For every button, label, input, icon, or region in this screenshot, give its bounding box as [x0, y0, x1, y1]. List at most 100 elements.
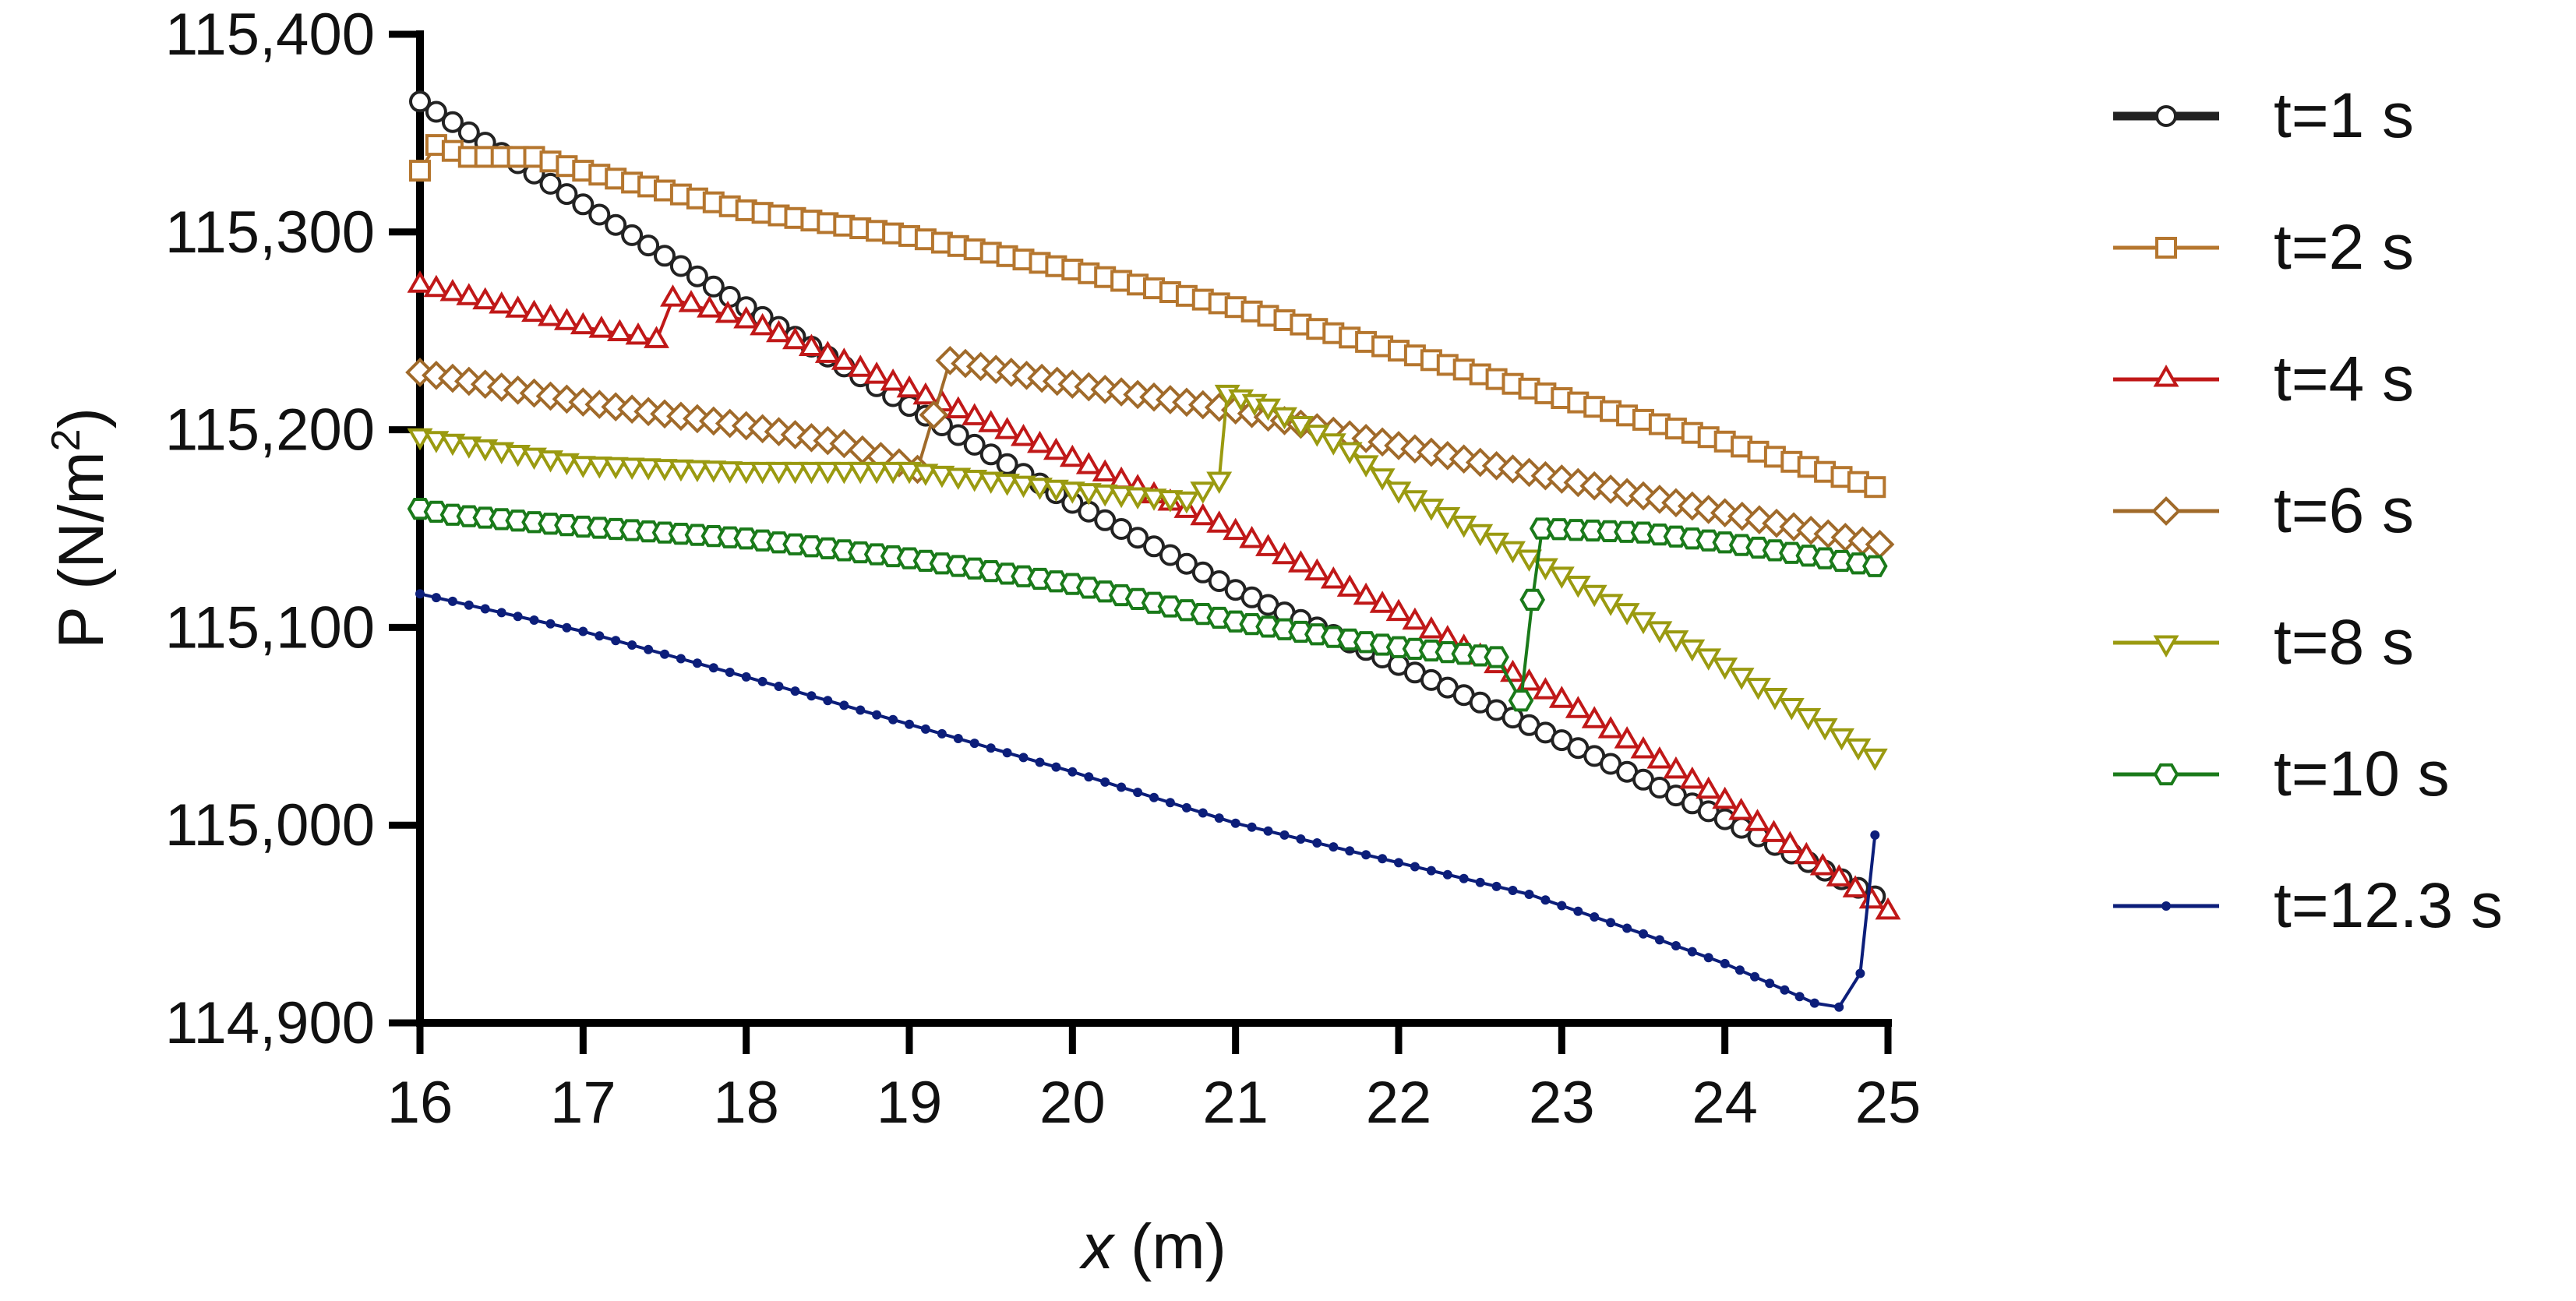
data-point	[1508, 689, 1534, 712]
data-point	[1687, 947, 1697, 957]
data-point	[1141, 488, 1167, 511]
data-point	[1546, 518, 1572, 541]
data-point	[831, 347, 857, 370]
data-point	[1842, 875, 1868, 897]
data-point	[715, 300, 741, 323]
data-point	[782, 326, 808, 350]
x-tick-label: 21	[1202, 1070, 1269, 1136]
legend-label: t=2 s	[2274, 212, 2414, 283]
data-point	[644, 644, 654, 654]
data-point	[880, 461, 906, 485]
data-point	[1198, 808, 1208, 818]
data-point	[929, 465, 955, 488]
x-tick-label: 22	[1366, 1070, 1432, 1136]
data-point	[1011, 475, 1036, 499]
y-tick-label: 115,100	[165, 594, 375, 661]
data-point	[1133, 788, 1143, 798]
data-point	[627, 640, 637, 650]
data-point	[919, 400, 949, 430]
x-tick-label: 24	[1692, 1070, 1758, 1136]
data-point	[1442, 869, 1452, 880]
data-point	[1548, 686, 1575, 708]
data-point	[896, 375, 923, 398]
series-layer	[405, 90, 1901, 1012]
data-point	[1190, 481, 1216, 504]
x-tick-label: 17	[550, 1070, 616, 1136]
data-point	[1353, 582, 1379, 605]
data-point	[1027, 430, 1053, 453]
data-point	[920, 724, 930, 734]
data-point	[1614, 726, 1640, 749]
data-point	[1165, 798, 1175, 808]
data-point	[1597, 520, 1623, 543]
data-point	[702, 275, 725, 298]
data-point	[863, 461, 890, 485]
data-point	[1875, 897, 1901, 920]
x-tick-label: 23	[1529, 1070, 1595, 1136]
data-point	[595, 631, 605, 641]
series-3	[407, 270, 1901, 920]
data-point	[602, 517, 629, 541]
data-point	[1484, 646, 1509, 668]
data-point	[619, 457, 645, 481]
data-point	[521, 511, 547, 534]
series-7	[415, 589, 1880, 1012]
data-point	[708, 663, 718, 673]
data-point	[1075, 452, 1102, 474]
y-ticks: 114,900 115,000 115,100 115,200 115,300 115,4…	[165, 2, 420, 1056]
data-point	[994, 417, 1021, 439]
data-point	[1353, 455, 1379, 478]
data-point	[1051, 762, 1061, 772]
data-point	[472, 439, 499, 462]
data-point	[823, 696, 833, 706]
data-point	[1336, 442, 1363, 465]
data-point	[1826, 864, 1852, 887]
data-point	[409, 160, 431, 182]
data-point	[1524, 890, 1534, 899]
data-point	[790, 686, 800, 696]
data-point	[635, 520, 662, 543]
data-point	[625, 322, 651, 345]
data-point	[733, 461, 760, 485]
data-point	[505, 445, 531, 467]
data-point	[1214, 813, 1224, 823]
data-point	[1378, 854, 1388, 864]
data-point	[872, 710, 882, 720]
x-tick-label: 16	[387, 1070, 453, 1136]
data-point	[472, 287, 499, 310]
x-tick-label: 20	[1039, 1070, 1106, 1136]
data-point	[953, 734, 963, 743]
data-point	[1745, 809, 1770, 831]
data-point	[947, 424, 969, 446]
data-point	[1157, 490, 1184, 513]
x-tick-label: 18	[713, 1070, 779, 1136]
data-point	[1606, 918, 1616, 928]
data-point	[621, 224, 644, 246]
data-point	[1272, 541, 1297, 565]
x-axis-label-unit: (m)	[1131, 1211, 1226, 1282]
data-point	[717, 461, 743, 484]
y-axis-label: P (N/m2)	[44, 407, 117, 649]
data-point	[1654, 935, 1664, 945]
data-point	[1394, 858, 1403, 868]
data-point	[431, 593, 441, 603]
data-point	[1247, 822, 1257, 832]
data-point	[1059, 444, 1085, 467]
data-point	[1508, 886, 1518, 895]
data-point	[496, 608, 506, 618]
data-point	[586, 517, 612, 539]
data-point	[1094, 509, 1117, 531]
data-point	[814, 340, 841, 363]
axes	[416, 30, 1892, 1027]
data-point	[1590, 912, 1600, 922]
y-axis-label-superscript: 2	[44, 428, 89, 451]
data-point	[847, 461, 873, 485]
y-axis-label-text: P (N/m	[46, 451, 117, 649]
data-point	[1011, 423, 1036, 446]
legend-item: t=4 s	[2113, 344, 2414, 414]
data-point	[717, 526, 743, 548]
legend-item: t=1 s	[2113, 80, 2414, 151]
legend-marker	[2151, 496, 2181, 526]
data-point	[1597, 716, 1624, 739]
data-point	[1728, 797, 1755, 820]
